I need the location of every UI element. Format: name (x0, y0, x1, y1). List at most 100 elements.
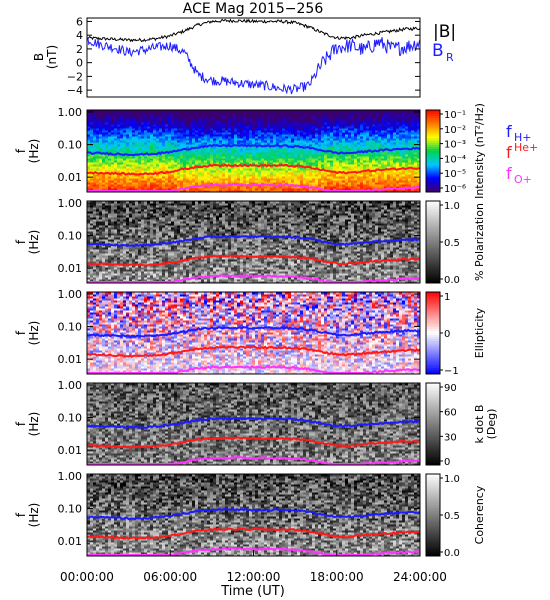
heatmap-cell (303, 162, 307, 165)
heatmap-cell (264, 126, 268, 129)
heatmap-cell (288, 172, 292, 175)
heatmap-cell (228, 174, 232, 177)
heatmap-cell (264, 128, 268, 131)
heatmap-cell (144, 176, 148, 179)
heatmap-cell (144, 134, 148, 137)
heatmap-cell (135, 150, 139, 153)
heatmap-cell (369, 154, 373, 157)
heatmap-cell (306, 136, 310, 139)
heatmap-cell (105, 140, 109, 143)
heatmap-cell (303, 172, 307, 175)
heatmap-cell (156, 136, 160, 139)
heatmap-cell (174, 136, 178, 139)
heatmap-cell (309, 170, 313, 173)
heatmap-cell (381, 160, 385, 163)
heatmap-cell (288, 190, 292, 193)
heatmap-cell (159, 136, 163, 139)
heatmap-cell (261, 130, 265, 133)
heatmap-cell (99, 188, 103, 191)
heatmap-cell (105, 154, 109, 157)
heatmap-cell (99, 138, 103, 141)
heatmap-cell (336, 170, 340, 173)
heatmap-cell (120, 166, 124, 169)
heatmap-cell (249, 180, 253, 183)
heatmap-cell (174, 152, 178, 155)
heatmap-cell (219, 162, 223, 165)
heatmap-cell (357, 134, 361, 137)
heatmap-cell (405, 156, 409, 159)
heatmap-cell (324, 156, 328, 159)
heatmap-cell (330, 138, 334, 141)
heatmap-cell (150, 132, 154, 135)
heatmap-cell (204, 154, 208, 157)
heatmap-cell (204, 138, 208, 141)
heatmap-cell (231, 156, 235, 159)
heatmap-cell (336, 148, 340, 151)
heatmap-cell (372, 138, 376, 141)
heatmap-cell (231, 180, 235, 183)
heatmap-cell (204, 130, 208, 133)
heatmap-cell (117, 160, 121, 163)
heatmap-cell (87, 134, 91, 137)
heatmap-cell (129, 148, 133, 151)
heatmap-cell (246, 188, 250, 191)
heatmap-cell (156, 144, 160, 147)
heatmap-cell (171, 162, 175, 165)
heatmap-cell (219, 156, 223, 159)
heatmap-cell (186, 188, 190, 191)
heatmap-cell (285, 188, 289, 191)
heatmap-cell (321, 166, 325, 169)
heatmap-cell (141, 148, 145, 151)
heatmap-cell (351, 148, 355, 151)
heatmap-cell (243, 136, 247, 139)
heatmap-cell (369, 184, 373, 187)
heatmap-cell (414, 150, 418, 153)
heatmap-cell (300, 142, 304, 145)
heatmap-cell (219, 126, 223, 129)
heatmap-cell (231, 150, 235, 153)
heatmap-cell (153, 182, 157, 185)
heatmap-cell (252, 176, 256, 179)
heatmap-cell (168, 128, 172, 131)
heatmap-cell (351, 142, 355, 145)
heatmap-cell (213, 188, 217, 191)
heatmap-cell (105, 162, 109, 165)
heatmap-cell (225, 188, 229, 191)
heatmap-cell (279, 174, 283, 177)
heatmap-cell (216, 170, 220, 173)
heatmap-cell (315, 164, 319, 167)
heatmap-cell (129, 134, 133, 137)
heatmap-cell (414, 166, 418, 169)
heatmap-cell (189, 142, 193, 145)
heatmap-cell (150, 184, 154, 187)
heatmap-cell (96, 162, 100, 165)
heatmap-cell (324, 178, 328, 181)
heatmap-cell (324, 190, 328, 193)
heatmap-cell (201, 174, 205, 177)
heatmap-cell (270, 168, 274, 171)
heatmap-cell (288, 134, 292, 137)
heatmap-cell (264, 130, 268, 133)
heatmap-cell (228, 170, 232, 173)
heatmap-cell (96, 182, 100, 185)
heatmap-cell (312, 128, 316, 131)
heatmap-cell (330, 134, 334, 137)
heatmap-cell (96, 176, 100, 179)
heatmap-cell (114, 146, 118, 149)
heatmap-cell (129, 176, 133, 179)
heatmap-cell (333, 146, 337, 149)
heatmap-cell (330, 168, 334, 171)
heatmap-cell (285, 170, 289, 173)
heatmap-cell (174, 188, 178, 191)
heatmap-cell (342, 162, 346, 165)
heatmap-cell (162, 154, 166, 157)
heatmap-cell (270, 148, 274, 151)
heatmap-cell (105, 180, 109, 183)
heatmap-cell (108, 160, 112, 163)
heatmap-cell (186, 156, 190, 159)
heatmap-cell (303, 142, 307, 145)
heatmap-cell (393, 182, 397, 185)
heatmap-cell (204, 148, 208, 151)
heatmap-cell (291, 186, 295, 189)
heatmap-cell (369, 176, 373, 179)
